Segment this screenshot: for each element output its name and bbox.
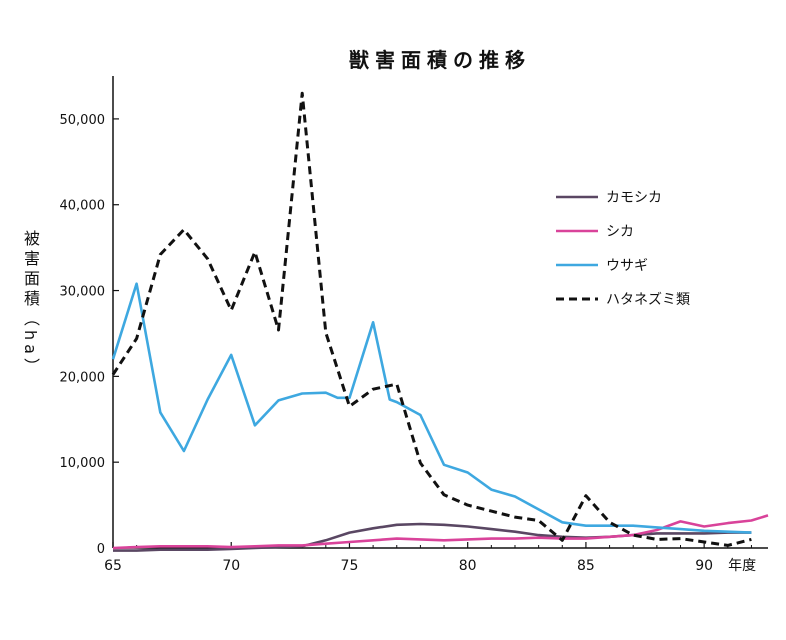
x-axis-unit-label: 年度 [728, 558, 756, 574]
x-tick-label: 90 [695, 558, 713, 574]
series-line [111, 282, 752, 534]
legend-label: ウサギ [606, 258, 648, 274]
y-tick-label: 10,000 [60, 456, 106, 471]
legend-label: カモシカ [606, 190, 662, 206]
x-tick-label: 80 [459, 558, 477, 574]
legend-label: シカ [606, 224, 634, 240]
y-tick-label: 20,000 [60, 370, 106, 385]
y-axis-label: 被害面積（ha） [21, 230, 40, 378]
y-tick-label: 0 [97, 542, 105, 557]
series-line [112, 514, 769, 550]
y-tick-label: 30,000 [60, 285, 106, 300]
chart-title: 獣害面積の推移 [349, 48, 531, 72]
x-tick-label: 70 [222, 558, 240, 574]
legend-label: ハタネズミ類 [606, 292, 690, 308]
series-line [111, 91, 752, 547]
y-tick-label: 40,000 [60, 199, 106, 214]
x-tick-label: 65 [104, 558, 122, 574]
x-tick-label: 75 [341, 558, 359, 574]
y-tick-label: 50,000 [60, 113, 106, 128]
x-tick-label: 85 [577, 558, 595, 574]
series-line [113, 522, 752, 552]
